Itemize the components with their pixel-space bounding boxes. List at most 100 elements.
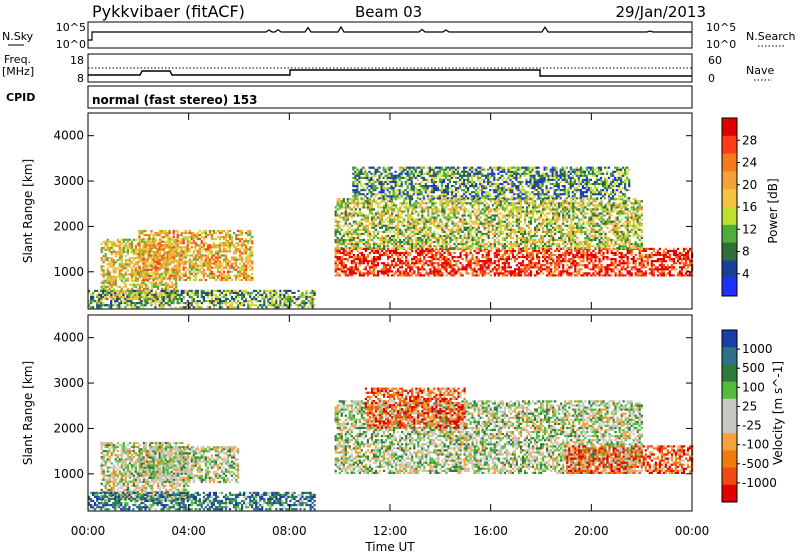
range-gate-cell xyxy=(370,210,374,213)
range-gate-cell xyxy=(443,210,446,213)
range-gate-cell xyxy=(443,262,446,265)
range-gate-cell xyxy=(459,228,462,231)
range-gate-cell xyxy=(391,251,394,255)
range-gate-cell xyxy=(598,266,601,269)
range-gate-cell xyxy=(346,234,349,238)
range-gate-cell xyxy=(538,266,541,269)
range-gate-cell xyxy=(497,260,500,263)
range-gate-cell xyxy=(154,283,158,286)
range-gate-cell xyxy=(562,258,565,261)
range-gate-cell xyxy=(161,263,164,266)
range-gate-cell xyxy=(554,204,557,207)
range-gate-cell xyxy=(176,270,179,273)
range-gate-cell xyxy=(148,272,151,275)
range-gate-cell xyxy=(212,242,215,245)
range-gate-cell xyxy=(415,206,418,209)
range-gate-cell xyxy=(348,198,351,201)
range-gate-cell xyxy=(513,245,516,248)
range-gate-cell xyxy=(152,295,156,299)
range-gate-cell xyxy=(372,232,376,235)
range-gate-cell xyxy=(449,274,452,277)
range-gate-cell xyxy=(536,270,539,273)
range-gate-cell xyxy=(407,238,410,242)
range-gate-cell xyxy=(511,256,514,259)
range-gate-cell xyxy=(224,278,228,282)
range-gate-cell xyxy=(511,274,514,277)
range-gate-cell xyxy=(493,268,496,271)
range-gate-cell xyxy=(678,262,682,265)
range-gate-cell xyxy=(164,236,167,239)
range-gate-cell xyxy=(114,255,117,258)
range-gate-cell xyxy=(160,238,163,241)
range-gate-cell xyxy=(443,198,446,201)
range-gate-cell xyxy=(374,260,378,263)
range-gate-cell xyxy=(138,234,141,237)
range-gate-cell xyxy=(650,270,653,273)
range-gate-cell xyxy=(443,208,446,211)
range-gate-cell xyxy=(650,274,653,277)
range-gate-cell xyxy=(509,236,512,240)
range-gate-cell xyxy=(220,244,224,247)
range-gate-cell xyxy=(620,266,623,269)
range-gate-cell xyxy=(387,241,390,244)
range-gate-cell xyxy=(687,251,690,255)
range-gate-cell xyxy=(536,274,539,277)
range-gate-cell xyxy=(180,242,183,245)
range-gate-cell xyxy=(433,236,436,240)
range-gate-cell xyxy=(451,270,454,273)
range-gate-cell xyxy=(507,272,510,275)
range-gate-cell xyxy=(370,220,374,223)
range-gate-cell xyxy=(164,246,167,249)
range-gate-cell xyxy=(441,214,444,217)
range-gate-cell xyxy=(387,206,390,209)
range-gate-cell xyxy=(239,278,242,282)
range-gate-cell xyxy=(513,241,516,244)
range-gate-cell xyxy=(156,252,159,255)
range-gate-cell xyxy=(102,283,105,286)
range-gate-cell xyxy=(523,230,527,233)
range-gate-cell xyxy=(196,250,199,253)
range-gate-cell xyxy=(401,216,404,219)
range-gate-cell xyxy=(140,270,143,273)
range-gate-cell xyxy=(212,254,215,257)
range-gate-cell xyxy=(387,208,390,211)
range-gate-cell xyxy=(176,234,179,237)
range-gate-cell xyxy=(158,268,161,271)
range-gate-cell xyxy=(668,274,671,277)
range-gate-cell xyxy=(495,202,498,205)
range-gate-cell xyxy=(220,262,224,265)
range-gate-cell xyxy=(610,249,613,252)
range-gate-cell xyxy=(167,277,170,280)
range-gate-cell xyxy=(106,285,109,288)
range-gate-cell xyxy=(574,262,577,265)
range-gate-cell xyxy=(634,264,637,267)
range-gate-cell xyxy=(552,218,555,221)
range-gate-cell xyxy=(222,258,226,261)
range-gate-cell xyxy=(235,262,238,265)
range-gate-cell xyxy=(538,247,541,250)
range-gate-cell xyxy=(212,260,215,263)
range-gate-cell xyxy=(419,236,422,240)
range-gate-cell xyxy=(409,204,412,207)
range-gate-cell xyxy=(656,270,659,273)
range-gate-cell xyxy=(385,202,388,205)
range-gate-cell xyxy=(356,247,359,250)
range-gate-cell xyxy=(184,236,187,239)
range-gate-cell xyxy=(249,254,252,257)
range-gate-cell xyxy=(346,228,349,231)
range-gate-cell xyxy=(208,260,211,263)
range-gate-cell xyxy=(525,264,529,267)
range-gate-cell xyxy=(350,260,353,263)
range-gate-cell xyxy=(138,265,141,268)
range-gate-cell xyxy=(499,226,502,229)
range-gate-cell xyxy=(130,246,133,250)
range-gate-cell xyxy=(144,229,147,233)
range-gate-cell xyxy=(566,251,569,255)
range-gate-cell xyxy=(562,216,565,219)
range-gate-cell xyxy=(497,241,500,244)
range-gate-cell xyxy=(154,272,157,275)
range-gate-cell xyxy=(556,208,559,211)
range-gate-cell xyxy=(368,202,372,205)
range-gate-cell xyxy=(184,231,187,235)
range-gate-cell xyxy=(431,200,434,203)
